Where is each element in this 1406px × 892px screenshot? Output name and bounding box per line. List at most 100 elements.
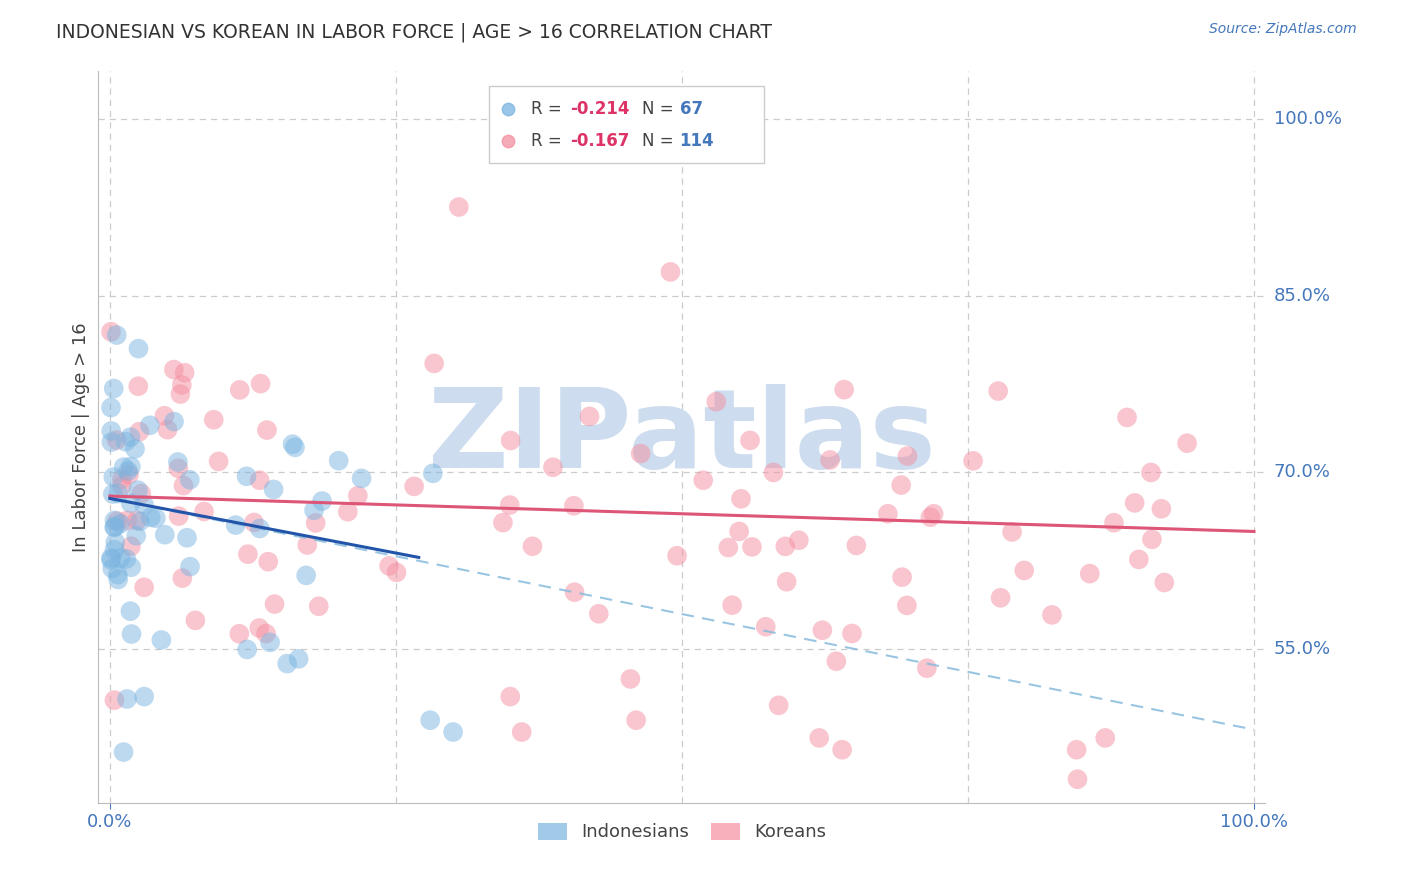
Point — [336, 505, 359, 519]
Point — [112, 460, 135, 475]
Point — [100, 401, 122, 415]
Point — [115, 692, 138, 706]
Point — [127, 379, 149, 393]
Point — [114, 434, 136, 449]
Point — [915, 661, 938, 675]
Point — [128, 425, 150, 439]
Point — [1175, 436, 1198, 450]
Point — [787, 533, 810, 548]
Point — [105, 514, 128, 528]
Point — [249, 521, 271, 535]
Text: N =: N = — [643, 100, 679, 118]
Point — [896, 599, 918, 613]
Point — [562, 499, 585, 513]
Point — [890, 478, 912, 492]
Point — [100, 435, 122, 450]
Point — [423, 356, 446, 370]
Point — [891, 570, 914, 584]
Point — [297, 538, 319, 552]
Point — [229, 383, 252, 397]
Text: -0.167: -0.167 — [569, 132, 630, 150]
Point — [103, 470, 125, 484]
Point — [173, 366, 195, 380]
Point — [730, 491, 752, 506]
Point — [311, 494, 333, 508]
Point — [167, 455, 190, 469]
Point — [811, 624, 834, 638]
Point — [103, 542, 125, 557]
Point — [419, 713, 441, 727]
Y-axis label: In Labor Force | Age > 16: In Labor Force | Age > 16 — [72, 322, 90, 552]
Point — [134, 690, 156, 704]
Point — [825, 654, 848, 668]
Point — [1040, 607, 1063, 622]
Point — [254, 626, 277, 640]
Point — [125, 529, 148, 543]
Point — [105, 328, 128, 343]
Text: -0.214: -0.214 — [569, 100, 630, 118]
Point — [287, 652, 309, 666]
Point — [775, 574, 797, 589]
Point — [120, 496, 142, 510]
Point — [378, 558, 401, 573]
Point — [115, 552, 138, 566]
Point — [120, 604, 142, 618]
Point — [170, 378, 193, 392]
Point — [347, 489, 370, 503]
Point — [1102, 516, 1125, 530]
Point — [132, 498, 155, 512]
Point — [104, 535, 127, 549]
Point — [308, 599, 330, 614]
Point — [236, 547, 259, 561]
Point — [111, 472, 134, 486]
Point — [111, 478, 134, 492]
Point — [276, 657, 298, 671]
Point — [121, 627, 143, 641]
Point — [987, 384, 1010, 398]
Point — [127, 483, 149, 498]
Point — [588, 607, 610, 621]
Point — [755, 620, 778, 634]
Point — [385, 566, 408, 580]
Point — [105, 433, 128, 447]
Point — [167, 509, 190, 524]
Point — [120, 430, 142, 444]
Point — [808, 731, 831, 745]
Point — [139, 418, 162, 433]
Point — [125, 514, 148, 528]
Point — [172, 478, 194, 492]
Point — [578, 409, 600, 424]
Text: 55.0%: 55.0% — [1274, 640, 1331, 658]
Point — [247, 621, 270, 635]
Text: R =: R = — [531, 132, 568, 150]
Point — [738, 434, 761, 448]
Point — [257, 555, 280, 569]
Point — [1012, 563, 1035, 577]
Point — [499, 434, 522, 448]
Point — [305, 516, 328, 530]
Point — [107, 486, 129, 500]
Point — [179, 473, 201, 487]
Point — [510, 725, 533, 739]
Point — [249, 376, 271, 391]
Point — [284, 441, 307, 455]
Point — [831, 742, 853, 756]
Point — [256, 423, 278, 437]
Point — [499, 498, 522, 512]
Point — [492, 516, 515, 530]
Text: R =: R = — [531, 100, 568, 118]
Point — [422, 467, 444, 481]
Text: 100.0%: 100.0% — [1274, 110, 1341, 128]
Point — [281, 437, 304, 451]
Point — [100, 553, 122, 567]
Text: 85.0%: 85.0% — [1274, 286, 1330, 304]
Point — [659, 265, 682, 279]
Point — [176, 531, 198, 545]
Point — [717, 541, 740, 555]
Text: INDONESIAN VS KOREAN IN LABOR FORCE | AGE > 16 CORRELATION CHART: INDONESIAN VS KOREAN IN LABOR FORCE | AG… — [56, 22, 772, 42]
Point — [818, 453, 841, 467]
Point — [263, 597, 285, 611]
Point — [1128, 552, 1150, 566]
Point — [167, 461, 190, 475]
Point — [692, 473, 714, 487]
